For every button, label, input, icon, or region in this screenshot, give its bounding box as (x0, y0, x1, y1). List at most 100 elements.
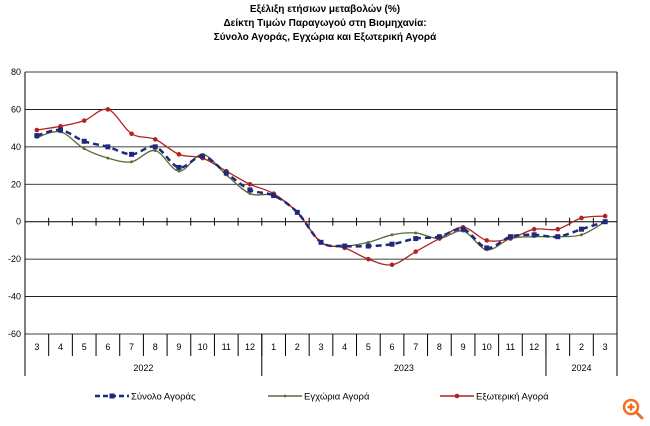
data-point (34, 127, 40, 133)
month-label: 1 (555, 342, 560, 352)
data-point (129, 131, 134, 137)
legend-marker (109, 393, 115, 399)
y-tick-label: 40 (11, 142, 21, 152)
data-point (460, 226, 466, 232)
month-label: 7 (129, 342, 134, 352)
month-label: 3 (34, 342, 39, 352)
data-point (223, 170, 229, 176)
series-line-0 (36, 128, 606, 250)
data-point (271, 193, 277, 199)
series-line-1 (36, 130, 606, 251)
data-point (248, 192, 252, 196)
year-label: 2022 (133, 363, 153, 373)
data-point (130, 160, 133, 164)
month-label: 3 (603, 342, 608, 352)
month-label: 8 (153, 342, 158, 352)
data-point (578, 226, 584, 232)
data-point (105, 107, 111, 112)
y-tick-label: -20 (8, 254, 21, 264)
month-label: 8 (437, 342, 442, 352)
legend-label: Σύνολο Αγοράς (131, 392, 196, 403)
data-point (602, 219, 608, 225)
data-point (602, 213, 608, 219)
data-point (177, 169, 181, 173)
data-point (342, 243, 348, 249)
data-point (153, 149, 157, 153)
data-point (200, 153, 206, 159)
data-point (389, 262, 395, 268)
data-point (129, 151, 135, 157)
y-tick-label: 0 (16, 217, 21, 227)
month-label: 1 (271, 342, 276, 352)
month-label: 11 (506, 342, 515, 352)
y-tick-label: 80 (11, 67, 21, 77)
month-label: 5 (82, 342, 87, 352)
data-point (176, 164, 182, 170)
data-point (105, 144, 111, 150)
year-label: 2024 (571, 363, 591, 373)
data-point (413, 236, 419, 242)
data-point (389, 241, 395, 247)
month-label: 5 (366, 342, 371, 352)
year-label: 2023 (394, 363, 414, 373)
month-label: 2 (579, 342, 584, 352)
data-point (390, 233, 394, 237)
data-point (81, 118, 87, 123)
data-point (294, 209, 300, 215)
zoom-in-icon[interactable] (622, 398, 644, 420)
data-point (413, 249, 419, 254)
month-label: 10 (482, 342, 492, 352)
data-point (531, 232, 537, 238)
y-tick-label: 60 (11, 104, 21, 114)
data-point (365, 243, 371, 249)
chart-title-line-1: Εξέλιξη ετήσιων μεταβολών (%) (249, 4, 401, 15)
data-point (82, 147, 86, 151)
month-label: 12 (245, 342, 255, 352)
data-point (366, 256, 371, 262)
data-point (106, 156, 110, 160)
month-label: 6 (105, 342, 110, 352)
data-point (436, 234, 442, 240)
y-tick-label: -60 (8, 329, 21, 339)
data-point (580, 233, 583, 237)
data-point (81, 138, 87, 144)
chart-title-line-3: Σύνολο Αγοράς, Εγχώρια και Εξωτερική Αγο… (213, 32, 437, 43)
legend-marker (283, 394, 287, 398)
data-point (579, 215, 584, 221)
data-point (318, 239, 324, 245)
month-label: 10 (198, 342, 208, 352)
chart-title-line-2: Δείκτη Τιμών Παραγωγού στη Βιομηχανία: (223, 18, 427, 29)
data-point (152, 144, 158, 150)
data-point (176, 152, 182, 157)
data-point (507, 234, 513, 240)
month-label: 7 (413, 342, 418, 352)
data-point (366, 240, 370, 244)
month-label: 9 (461, 342, 466, 352)
data-point (414, 231, 418, 235)
data-point (34, 133, 40, 139)
data-point (58, 127, 64, 133)
data-point (555, 234, 561, 240)
month-label: 3 (318, 342, 323, 352)
y-tick-label: -40 (8, 292, 21, 302)
month-label: 11 (222, 342, 231, 352)
month-label: 9 (176, 342, 181, 352)
month-label: 12 (529, 342, 539, 352)
data-point (555, 226, 561, 232)
data-point (247, 187, 253, 193)
legend-label: Εξωτερική Αγορά (476, 392, 549, 403)
data-point (484, 238, 490, 243)
legend-marker (454, 393, 460, 399)
month-label: 2 (295, 342, 300, 352)
data-point (531, 226, 537, 232)
month-label: 4 (58, 342, 63, 352)
data-point (484, 245, 490, 251)
legend-label: Εγχώρια Αγορά (304, 392, 370, 403)
data-point (152, 137, 158, 142)
data-point (247, 181, 253, 187)
month-label: 6 (390, 342, 395, 352)
month-label: 4 (342, 342, 347, 352)
data-point (58, 123, 63, 129)
